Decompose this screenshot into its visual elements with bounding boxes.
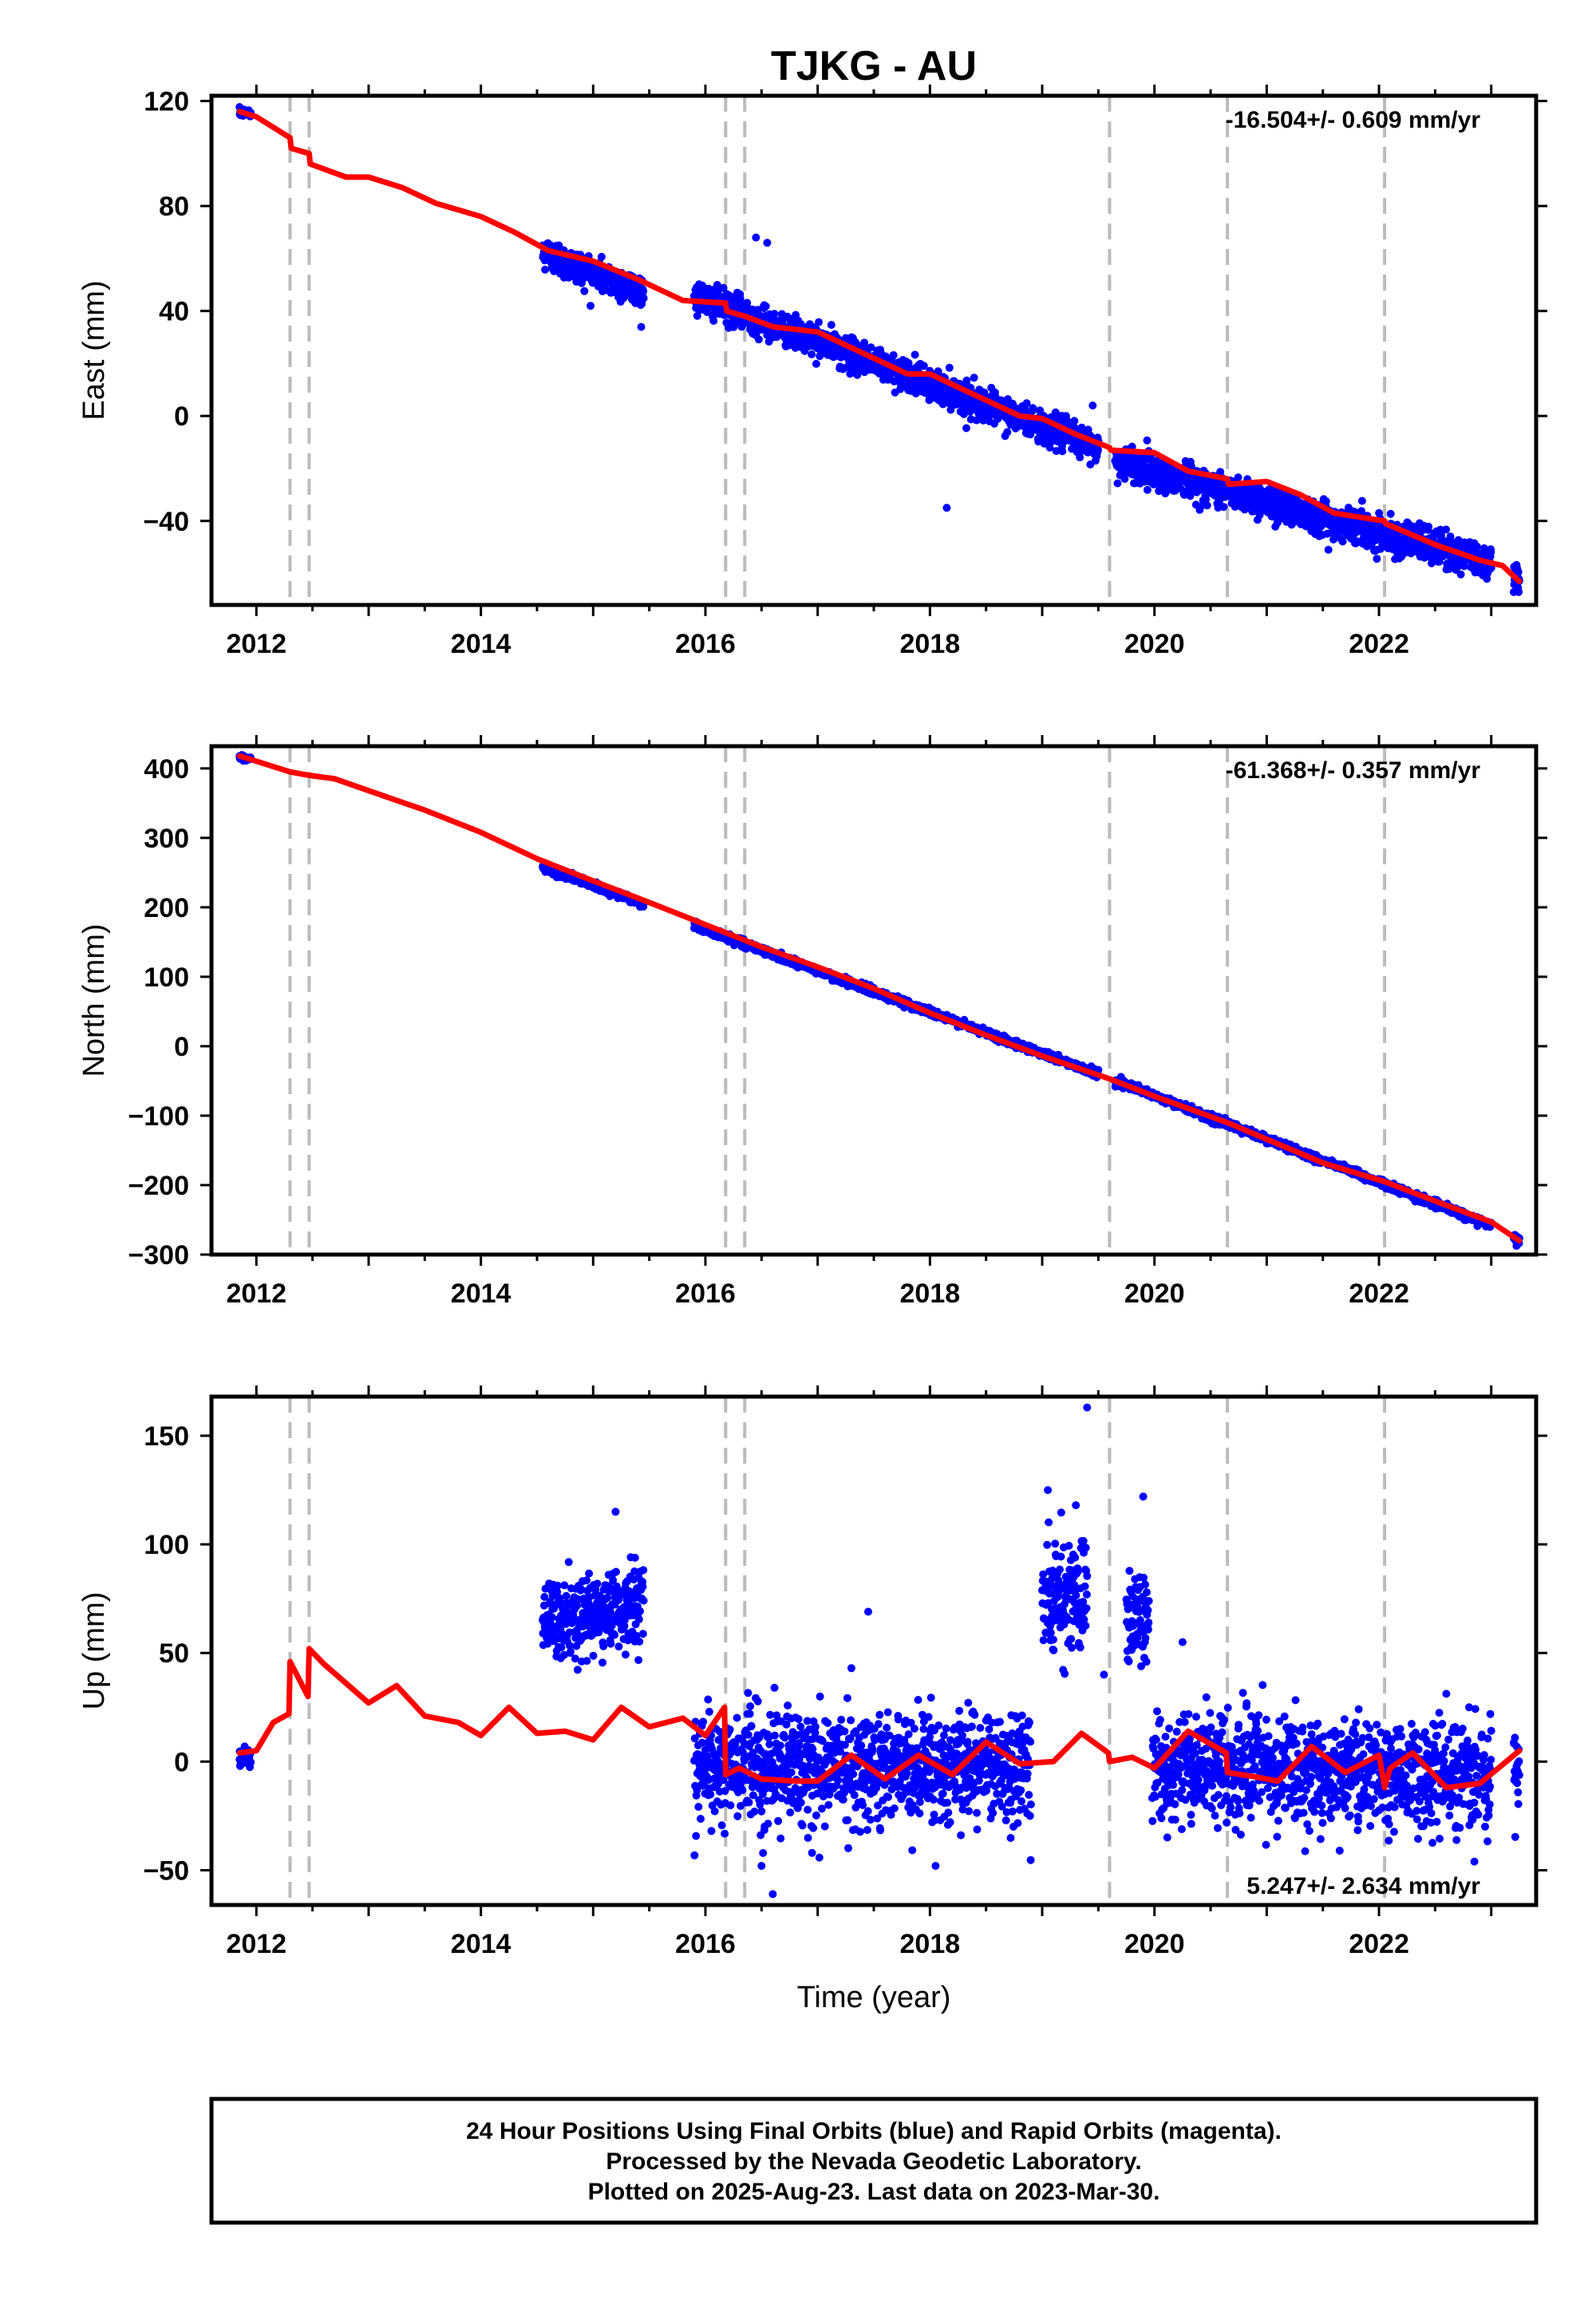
data-point: [761, 302, 770, 310]
data-point: [867, 343, 875, 352]
data-point: [1120, 475, 1129, 483]
data-point: [1444, 565, 1453, 573]
data-point: [934, 367, 942, 376]
rate-label: -16.504+/- 0.609 mm/yr: [1226, 107, 1481, 133]
data-point: [1058, 447, 1067, 456]
data-point: [1196, 503, 1205, 512]
data-point: [1515, 587, 1523, 596]
data-point: [827, 321, 836, 330]
data-point: [808, 350, 816, 358]
data-point: [1321, 497, 1330, 506]
data-point: [994, 414, 1002, 423]
data-point: [1022, 399, 1031, 408]
data-point: [1373, 555, 1381, 563]
data-point: [1203, 501, 1211, 510]
data-point: [1219, 503, 1228, 512]
data-point: [587, 302, 595, 310]
data-point: [1216, 468, 1225, 476]
data-point: [911, 389, 920, 397]
panel-north: 2012 2014 2016 2018 2020 2022−300−200−1000100…: [77, 735, 1547, 1309]
data-point: [1407, 549, 1416, 558]
data-point: [970, 373, 978, 382]
data-point: [1076, 453, 1084, 462]
data-point: [1051, 408, 1060, 417]
data-point: [1202, 495, 1211, 504]
y-tick-label: 120: [144, 87, 189, 117]
data-point: [962, 376, 971, 385]
data-point: [703, 308, 712, 317]
data-point: [736, 294, 745, 302]
plot-area: [235, 746, 1523, 1255]
data-point: [812, 359, 820, 368]
data-point-outlier: [763, 239, 772, 247]
data-point: [1473, 543, 1481, 551]
data-point: [1070, 417, 1079, 425]
y-tick-label: −40: [143, 507, 189, 537]
data-point: [1456, 570, 1465, 579]
data-point: [770, 310, 779, 318]
x-tick-label: 2022: [1349, 629, 1409, 659]
data-point: [1052, 447, 1061, 456]
data-point: [597, 252, 606, 261]
data-point: [1514, 567, 1523, 576]
x-tick-label: 2018: [900, 629, 961, 659]
data-point: [709, 317, 718, 325]
data-point: [693, 311, 701, 320]
data-point: [1045, 443, 1054, 452]
data-point: [1442, 525, 1451, 534]
y-tick-label: 0: [174, 401, 189, 432]
data-point: [1113, 479, 1122, 488]
panel-east: 2012 2014 2016 2018 2020 2022 −40 0 40 80 120 East …: [77, 85, 1547, 659]
data-point: [754, 335, 763, 344]
data-point: [541, 265, 550, 274]
data-point: [1234, 473, 1242, 482]
data-point: [962, 424, 970, 433]
x-tick-label: 2020: [1124, 629, 1185, 659]
data-point: [1424, 522, 1433, 531]
data-point: [546, 241, 555, 250]
data-point-outlier: [1088, 401, 1097, 410]
data-point: [639, 287, 648, 295]
x-tick-label: 2016: [675, 629, 736, 659]
data-point: [815, 318, 823, 326]
data-point: [1094, 445, 1102, 454]
data-point: [1143, 485, 1152, 494]
data-point: [911, 350, 919, 359]
data-point: [1143, 436, 1152, 445]
data-point-outlier: [724, 294, 733, 302]
x-tick-label: 2012: [226, 629, 286, 659]
model-line: [236, 109, 1523, 584]
data-point: [889, 351, 898, 359]
data-point: [1003, 428, 1012, 437]
data-point: [1357, 496, 1366, 505]
data-point: [1487, 547, 1495, 556]
x-tick-label: 2014: [451, 629, 512, 659]
data-point: [1357, 507, 1366, 516]
data-point: [1428, 559, 1436, 567]
data-point: [580, 287, 589, 295]
data-point: [1063, 416, 1071, 425]
data-point: [1029, 405, 1037, 413]
data-point: [1460, 562, 1468, 571]
data-point-outlier: [1324, 545, 1333, 554]
data-point: [639, 294, 648, 302]
data-point: [1386, 509, 1395, 518]
y-tick-label: 40: [159, 297, 189, 327]
y-tick-label: 80: [159, 192, 189, 222]
data-point: [919, 362, 928, 370]
plot-area: [235, 96, 1523, 605]
y-axis-label: East (mm): [77, 280, 111, 420]
data-point-outlier: [752, 233, 760, 242]
data-point: [729, 323, 738, 331]
data-point: [719, 283, 728, 292]
data-point-outlier: [942, 504, 951, 512]
data-point: [945, 363, 954, 372]
chart-title: TJKG - AU: [771, 43, 977, 89]
data-point: [1338, 537, 1347, 546]
data-point: [637, 322, 646, 331]
